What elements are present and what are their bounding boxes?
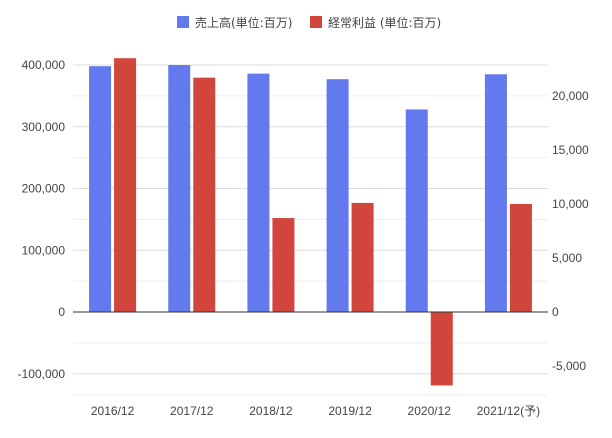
bar-ordinary-profit xyxy=(114,58,137,313)
left-tick-label: 0 xyxy=(58,305,65,319)
bar-sales xyxy=(484,74,507,312)
bar-ordinary-profit xyxy=(509,204,532,312)
bar-sales xyxy=(168,65,191,312)
right-tick-label: 5,000 xyxy=(552,251,582,265)
bar-ordinary-profit xyxy=(193,77,216,312)
x-tick-label: 2017/12 xyxy=(170,404,214,418)
legend-swatch-sales xyxy=(177,16,189,28)
legend-swatch-ordinary-profit xyxy=(310,16,322,28)
bar-sales xyxy=(247,73,270,313)
bar-sales xyxy=(326,79,349,312)
left-tick-label: 300,000 xyxy=(22,120,66,134)
left-tick-label: 400,000 xyxy=(22,58,66,72)
bar-sales xyxy=(405,109,428,313)
left-tick-label: -100,000 xyxy=(18,367,66,381)
x-tick-label: 2021/12(予) xyxy=(477,404,540,418)
right-tick-label: 20,000 xyxy=(552,89,589,103)
bar-ordinary-profit xyxy=(272,218,295,312)
right-axis-tick-labels: 20,000 15,000 10,000 5,000 0 -5,000 xyxy=(552,89,589,373)
legend-label-sales: 売上高(単位:百万) xyxy=(195,15,292,30)
x-tick-label: 2019/12 xyxy=(328,404,372,418)
gridlines xyxy=(73,64,548,396)
bar-ordinary-profit xyxy=(430,312,453,386)
right-tick-label: 10,000 xyxy=(552,197,589,211)
x-axis-tick-labels: 2016/12 2017/12 2018/12 2019/12 2020/12 2021/… xyxy=(91,404,540,418)
x-tick-label: 2018/12 xyxy=(249,404,293,418)
left-tick-label: 200,000 xyxy=(22,182,66,196)
bar-sales xyxy=(89,66,112,312)
legend-label-ordinary-profit: 経常利益 (単位:百万) xyxy=(328,15,441,30)
left-tick-label: 100,000 xyxy=(22,243,66,257)
right-tick-label: 15,000 xyxy=(552,143,589,157)
x-tick-label: 2020/12 xyxy=(408,404,452,418)
bar-ordinary-profit xyxy=(351,202,374,312)
x-tick-label: 2016/12 xyxy=(91,404,135,418)
bars xyxy=(89,58,532,386)
left-axis-tick-labels: 400,000 300,000 200,000 100,000 0 -100,000 xyxy=(18,58,66,381)
right-tick-label: 0 xyxy=(552,305,559,319)
chart-legend: 売上高(単位:百万) 経常利益 (単位:百万) xyxy=(177,15,441,30)
right-tick-label: -5,000 xyxy=(552,359,586,373)
